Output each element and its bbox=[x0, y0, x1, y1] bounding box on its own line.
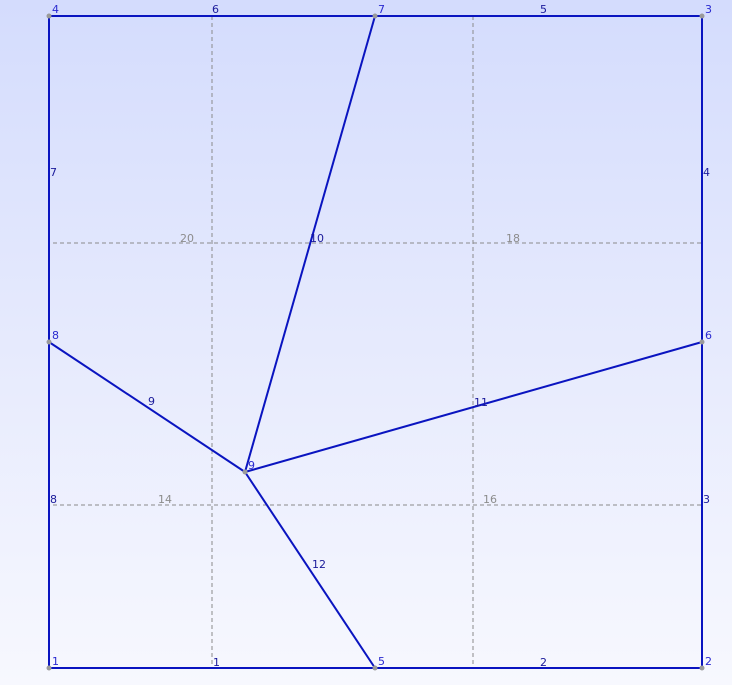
edge-11[interactable] bbox=[244, 341, 703, 473]
edge-label-7: 7 bbox=[50, 166, 57, 179]
nodes bbox=[46, 13, 705, 671]
node-label-1: 1 bbox=[52, 655, 59, 668]
edge-label-9: 9 bbox=[148, 395, 155, 408]
node-label-6: 6 bbox=[705, 329, 712, 342]
edge-10[interactable] bbox=[244, 15, 376, 473]
edge-label-2: 2 bbox=[540, 656, 547, 669]
node-label-9: 9 bbox=[248, 459, 255, 472]
node-4[interactable] bbox=[46, 13, 52, 19]
node-7[interactable] bbox=[372, 13, 378, 19]
node-label-8: 8 bbox=[52, 329, 59, 342]
helper-label-14: 14 bbox=[158, 493, 172, 506]
node-9[interactable] bbox=[242, 469, 248, 475]
node-1[interactable] bbox=[46, 665, 52, 671]
helper-label-16: 16 bbox=[483, 493, 497, 506]
edge-label-12: 12 bbox=[312, 558, 326, 571]
edge-label-8: 8 bbox=[50, 493, 57, 506]
node-label-5: 5 bbox=[378, 655, 385, 668]
node-2[interactable] bbox=[699, 665, 705, 671]
helper-lines bbox=[53, 16, 702, 668]
node-8[interactable] bbox=[46, 339, 52, 345]
edge-12[interactable] bbox=[244, 471, 376, 669]
node-5[interactable] bbox=[372, 665, 378, 671]
edges bbox=[48, 15, 703, 669]
helper-label-18: 18 bbox=[506, 232, 520, 245]
helper-label-20: 20 bbox=[180, 232, 194, 245]
node-6[interactable] bbox=[699, 339, 705, 345]
edge-label-6: 6 bbox=[212, 3, 219, 16]
node-label-3: 3 bbox=[705, 3, 712, 16]
edge-label-1: 1 bbox=[213, 656, 220, 669]
edge-label-3: 3 bbox=[703, 493, 710, 506]
node-label-2: 2 bbox=[705, 655, 712, 668]
edge-label-11: 11 bbox=[474, 396, 488, 409]
node-label-4: 4 bbox=[52, 3, 59, 16]
edge-9[interactable] bbox=[48, 341, 246, 473]
edge-label-10: 10 bbox=[310, 232, 324, 245]
edge-label-4: 4 bbox=[703, 166, 710, 179]
node-label-7: 7 bbox=[378, 3, 385, 16]
node-3[interactable] bbox=[699, 13, 705, 19]
edge-label-5: 5 bbox=[540, 3, 547, 16]
